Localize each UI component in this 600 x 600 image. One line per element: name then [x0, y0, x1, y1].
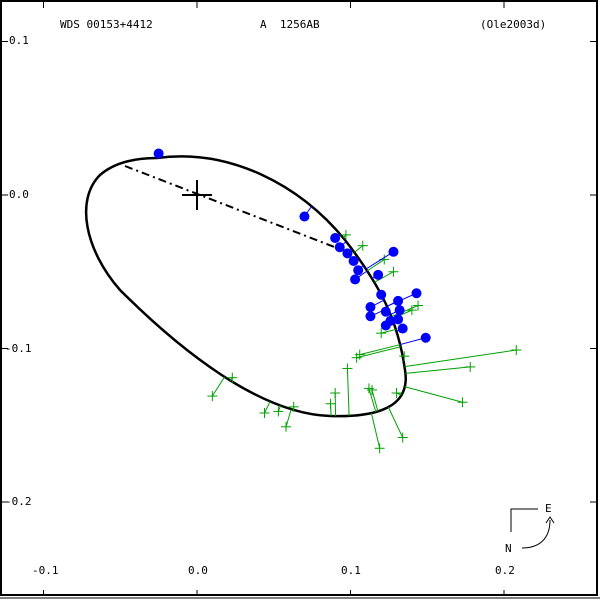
- micrometric-point: [342, 363, 353, 416]
- interferometric-point: [380, 320, 394, 331]
- micrometric-point: [404, 386, 468, 408]
- micrometric-point: [288, 401, 299, 412]
- interferometric-point: [365, 246, 399, 270]
- wds-id-label: WDS 00153+4412: [60, 18, 153, 31]
- interferometric-point: [371, 269, 384, 280]
- compass-axes: [510, 508, 538, 532]
- x-tick-label: 0.2: [495, 564, 515, 577]
- micrometric-point: [354, 240, 368, 253]
- y-tick-label: -0.1: [5, 342, 32, 355]
- interferometric-point: [350, 270, 368, 285]
- x-tick-label: -0.1: [32, 564, 59, 577]
- interferometric-point: [342, 248, 353, 259]
- micrometric-point: [207, 376, 225, 402]
- micrometric-point: [405, 361, 476, 374]
- interferometric-point: [348, 256, 359, 267]
- micrometric-point: [376, 328, 397, 339]
- pair-label: A 1256AB: [260, 18, 320, 31]
- micrometric-point: [399, 351, 410, 362]
- x-tick-label: 0.1: [341, 564, 361, 577]
- reference-label: (Ole2003d): [480, 18, 547, 31]
- interferometric-point: [153, 148, 164, 159]
- micrometric-point: [387, 406, 408, 443]
- interferometric-observations: [153, 148, 431, 346]
- micrometric-point: [391, 300, 424, 318]
- orbit-ellipse: [85, 155, 407, 418]
- micrometric-point: [325, 398, 336, 417]
- interferometric-point: [353, 264, 364, 276]
- interferometric-point: [380, 306, 391, 317]
- y-tick-label: 0.1: [9, 34, 29, 47]
- compass-east-label: E: [545, 502, 552, 515]
- micrometric-point: [259, 401, 271, 418]
- micrometric-point: [227, 372, 238, 383]
- interferometric-point: [390, 305, 405, 316]
- y-tick-label: -0.2: [5, 495, 32, 508]
- primary-star-marker: [182, 180, 212, 210]
- micrometric-point: [351, 346, 401, 363]
- interferometric-point: [392, 314, 404, 325]
- compass-indicator: [510, 508, 555, 549]
- micrometric-point: [330, 388, 341, 417]
- interferometric-point: [365, 299, 385, 313]
- micrometric-point: [374, 266, 399, 283]
- interferometric-point: [334, 241, 347, 253]
- interferometric-point: [330, 232, 341, 243]
- interferometric-point: [400, 332, 431, 346]
- line-of-nodes: [124, 165, 338, 249]
- rotation-arrow-icon: [521, 519, 551, 549]
- micrometric-point: [281, 409, 292, 432]
- interferometric-point: [386, 288, 422, 307]
- interferometric-point: [396, 323, 408, 334]
- interferometric-point: [376, 289, 387, 300]
- micrometric-point: [366, 384, 379, 412]
- y-tick-label: 0.0: [9, 188, 29, 201]
- x-tick-label: 0.0: [188, 564, 208, 577]
- micrometric-point: [391, 388, 402, 399]
- micrometric-observations: [207, 229, 522, 454]
- interferometric-point: [299, 206, 312, 222]
- micrometric-point: [370, 413, 385, 454]
- micrometric-point: [273, 405, 284, 417]
- micrometric-point: [340, 229, 351, 240]
- micrometric-point: [404, 345, 522, 368]
- compass-north-label: N: [505, 542, 512, 555]
